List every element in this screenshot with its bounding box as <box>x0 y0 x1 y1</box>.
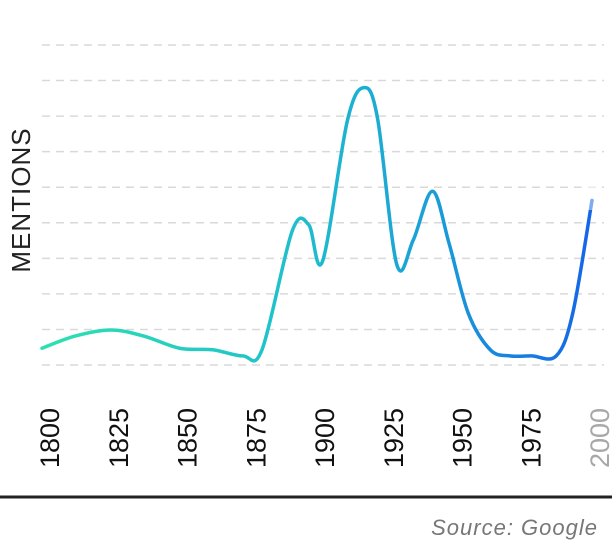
source-note: Source: Google <box>431 515 598 540</box>
x-axis-ticks: 1800 1825 1850 1875 1900 1925 1950 1975 2000 <box>35 408 612 468</box>
series-layer <box>40 85 601 363</box>
x-tick-label: 1850 <box>173 408 203 468</box>
series-line-mentions <box>40 85 594 363</box>
x-tick-label: 2000 <box>585 408 612 468</box>
x-tick-label: 1925 <box>379 408 409 468</box>
series-fade-tip <box>581 180 601 210</box>
x-tick-label: 1875 <box>241 408 271 468</box>
y-axis-label: MENTIONS <box>6 127 36 272</box>
x-tick-label: 1825 <box>104 408 134 468</box>
x-tick-label: 1800 <box>35 408 65 468</box>
x-tick-label: 1975 <box>516 408 546 468</box>
x-tick-label: 1900 <box>310 408 340 468</box>
x-tick-label: 1950 <box>448 408 478 468</box>
gridlines <box>42 44 604 366</box>
